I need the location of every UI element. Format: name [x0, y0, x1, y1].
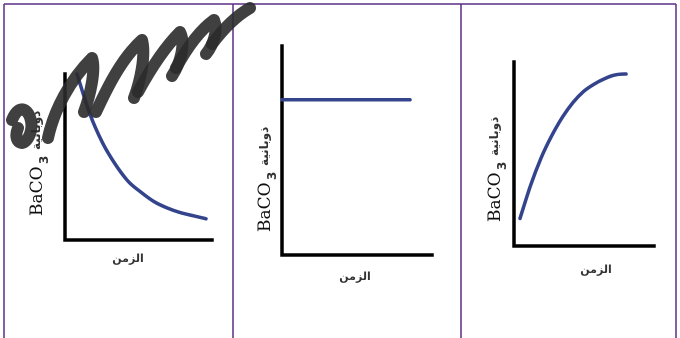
- x-axis-label-panel-1: الزمن: [112, 252, 143, 265]
- handwritten-watermark: [6, 2, 256, 149]
- ylabel-arabic-panel-3: ذوبانية: [487, 117, 502, 156]
- ylabel-main-panel-3: BaCO: [485, 172, 505, 222]
- ylabel-main-panel-2: BaCO: [255, 182, 275, 232]
- curve-decreasing: [75, 72, 208, 221]
- x-axis-label-panel-3: الزمن: [580, 263, 611, 276]
- ylabel-main-panel-1: BaCO: [27, 166, 47, 216]
- ylabel-sub-panel-1: 3: [37, 156, 51, 164]
- chart-panel-increasing: BaCO 3 ذوبانية الزمن: [485, 60, 656, 276]
- x-axis-label-panel-2: الزمن: [339, 270, 370, 283]
- ylabel-sub-panel-3: 3: [495, 162, 509, 170]
- ylabel-arabic-panel-2: ذوبانية: [257, 127, 272, 166]
- ylabel-sub-panel-2: 3: [265, 172, 279, 180]
- axes-panel-1: [63, 72, 214, 242]
- chart-panel-constant: BaCO 3 ذوبانية الزمن: [255, 44, 434, 283]
- y-axis-label-panel-2: BaCO 3 ذوبانية: [255, 127, 279, 232]
- axes-panel-2: [280, 44, 434, 257]
- y-axis-label-panel-3: BaCO 3 ذوبانية: [485, 117, 509, 222]
- curve-increasing: [518, 72, 628, 221]
- axes-panel-3: [512, 60, 656, 248]
